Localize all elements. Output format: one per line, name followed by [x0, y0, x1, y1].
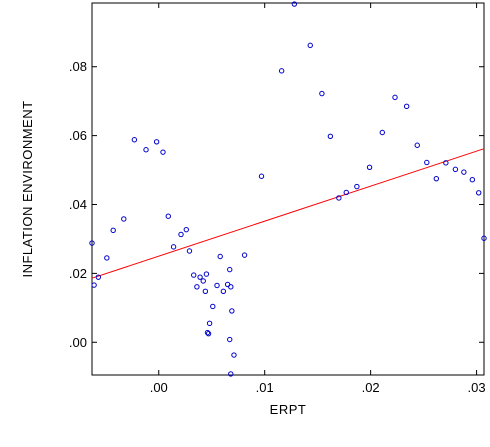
data-point [95, 274, 102, 280]
data-point [336, 195, 342, 201]
x-tick-label: .01 [256, 380, 274, 395]
data-point [469, 177, 476, 183]
y-tick-label: .02 [69, 266, 87, 281]
data-point [131, 137, 138, 143]
data-point [165, 213, 171, 219]
data-point [227, 266, 233, 273]
data-point [183, 226, 189, 233]
data-point [197, 274, 203, 280]
data-point [241, 252, 248, 258]
data-points [89, 1, 487, 377]
data-point [217, 253, 223, 260]
data-point [214, 282, 220, 289]
data-point [414, 142, 420, 148]
data-point [307, 42, 313, 49]
data-point [89, 240, 95, 246]
data-point [392, 94, 398, 101]
data-point [200, 278, 206, 284]
data-point [228, 284, 234, 290]
y-tick-label: .00 [69, 335, 87, 350]
data-point [461, 169, 467, 175]
y-axis-title: INFLATION ENVIRONMENT [20, 100, 35, 277]
y-tick-label: .06 [69, 128, 87, 143]
x-axis-ticks: .00 .01 .02 .03 [150, 3, 486, 395]
regression-line [91, 148, 485, 279]
x-tick-label: .00 [150, 380, 168, 395]
data-point [203, 271, 210, 277]
data-point [194, 284, 200, 290]
y-tick-label: .04 [69, 197, 87, 212]
data-point [104, 255, 110, 261]
data-point [121, 216, 127, 222]
data-point [153, 139, 160, 145]
data-point [206, 320, 213, 327]
data-point [343, 189, 349, 196]
plot-frame [91, 2, 485, 376]
x-axis-title: ERPT [270, 402, 307, 417]
data-point [366, 164, 373, 171]
y-tick-label: .08 [69, 59, 87, 74]
data-point [476, 190, 482, 196]
data-point [452, 166, 459, 173]
data-point [178, 231, 184, 238]
y-axis-ticks: .00 .02 .04 .06 .08 [69, 59, 484, 350]
data-point [433, 175, 440, 182]
data-point [205, 330, 212, 337]
data-point [327, 133, 334, 140]
data-point [231, 352, 237, 358]
data-point [204, 329, 211, 336]
data-point [91, 282, 97, 288]
data-point [143, 147, 149, 153]
data-point [228, 371, 234, 377]
data-point [110, 227, 116, 234]
data-point [319, 90, 325, 97]
data-point [481, 235, 487, 241]
data-point [186, 248, 193, 254]
data-point [170, 244, 177, 250]
data-point [210, 303, 216, 310]
x-tick-label: .02 [362, 380, 380, 395]
data-point [291, 1, 298, 7]
data-point [443, 160, 449, 166]
data-point [202, 288, 209, 294]
data-point [258, 173, 265, 179]
data-point [354, 183, 360, 190]
x-tick-label: .03 [468, 380, 486, 395]
data-point [403, 103, 410, 110]
data-point [379, 129, 385, 136]
data-point [227, 336, 233, 343]
data-point [424, 159, 430, 166]
data-point [220, 288, 227, 294]
data-point [278, 68, 285, 74]
data-point [191, 272, 197, 278]
data-point [229, 308, 235, 314]
data-point [160, 149, 166, 155]
